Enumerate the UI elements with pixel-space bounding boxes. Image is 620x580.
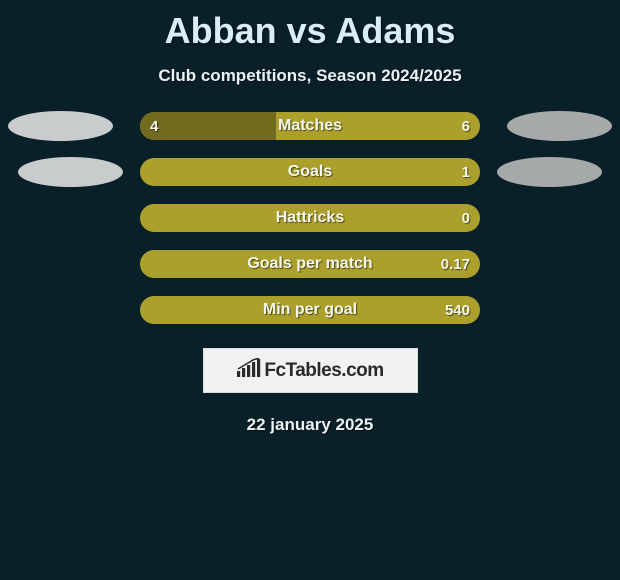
fctables-logo: FcTables.com <box>203 348 418 393</box>
bar-track: Goals per match <box>140 250 480 278</box>
stat-value-right: 0 <box>462 204 470 232</box>
bar-track: Matches <box>140 112 480 140</box>
team-badge-left <box>8 111 113 141</box>
page-title: Abban vs Adams <box>0 0 620 52</box>
stat-row: Min per goal540 <box>0 296 620 324</box>
bar-track: Goals <box>140 158 480 186</box>
stat-value-left: 4 <box>150 112 158 140</box>
subtitle: Club competitions, Season 2024/2025 <box>0 66 620 86</box>
stat-value-right: 0.17 <box>441 250 470 278</box>
chart-bars-icon <box>236 358 262 383</box>
logo-text: FcTables.com <box>264 360 383 382</box>
date-label: 22 january 2025 <box>0 415 620 435</box>
stat-label: Goals per match <box>140 250 480 278</box>
stat-label: Min per goal <box>140 296 480 324</box>
bar-track: Min per goal <box>140 296 480 324</box>
stat-rows: Matches4 6 Goals1 Hattricks0 Goals per match… <box>0 112 620 324</box>
team-badge-right <box>497 157 602 187</box>
stat-label: Goals <box>140 158 480 186</box>
bar-track: Hattricks <box>140 204 480 232</box>
stat-value-right: 6 <box>462 112 470 140</box>
stat-value-right: 1 <box>462 158 470 186</box>
team-badge-right <box>507 111 612 141</box>
stat-value-right: 540 <box>445 296 470 324</box>
bar-fill-left <box>140 112 276 140</box>
stat-row: Hattricks0 <box>0 204 620 232</box>
stat-label: Hattricks <box>140 204 480 232</box>
team-badge-left <box>18 157 123 187</box>
stat-row: Goals per match0.17 <box>0 250 620 278</box>
